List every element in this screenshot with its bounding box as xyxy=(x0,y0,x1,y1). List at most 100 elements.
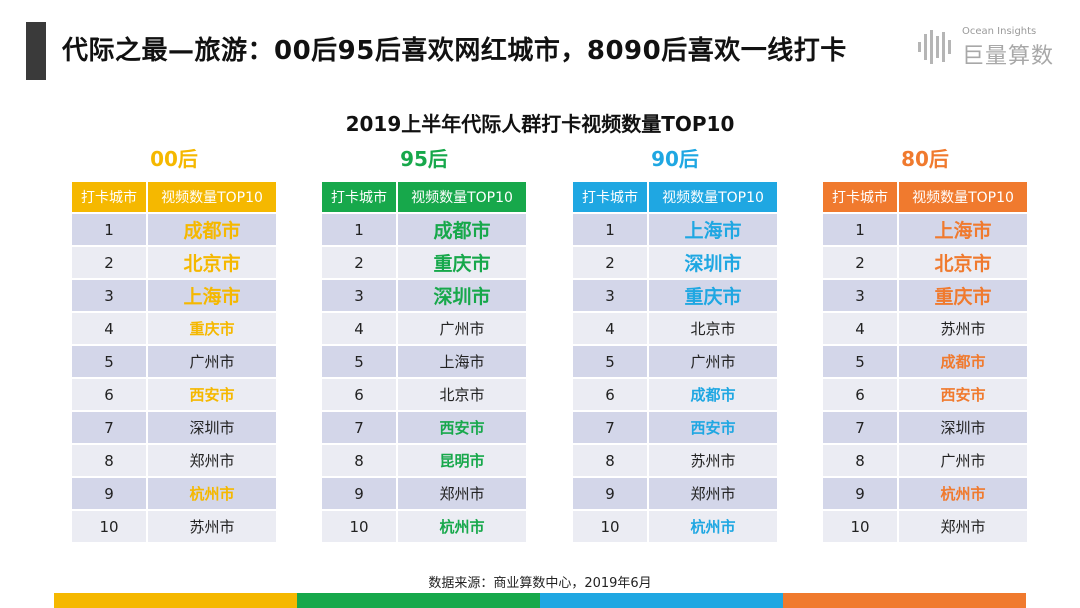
table-row: 1 上海市 xyxy=(823,214,1027,245)
city-cell: 郑州市 xyxy=(398,478,526,509)
rank-cell: 4 xyxy=(573,313,649,344)
table-header-row: 打卡城市 视频数量TOP10 xyxy=(322,182,526,212)
header-rank: 打卡城市 xyxy=(322,182,398,212)
table-row: 2 深圳市 xyxy=(573,247,777,278)
rank-cell: 8 xyxy=(823,445,899,476)
rank-cell: 4 xyxy=(823,313,899,344)
city-cell: 北京市 xyxy=(148,247,276,278)
city-cell: 昆明市 xyxy=(398,445,526,476)
table-row: 9 杭州市 xyxy=(823,478,1027,509)
rank-cell: 2 xyxy=(573,247,649,278)
rank-cell: 6 xyxy=(573,379,649,410)
logo-bars-icon xyxy=(918,30,951,64)
table-row: 6 西安市 xyxy=(823,379,1027,410)
rank-cell: 6 xyxy=(322,379,398,410)
header-city: 视频数量TOP10 xyxy=(148,182,276,212)
table-row: 2 重庆市 xyxy=(322,247,526,278)
table-row: 1 成都市 xyxy=(322,214,526,245)
rank-cell: 2 xyxy=(72,247,148,278)
rank-cell: 3 xyxy=(823,280,899,311)
city-cell: 郑州市 xyxy=(649,478,777,509)
rank-cell: 3 xyxy=(573,280,649,311)
generation-title: 00后 xyxy=(150,147,198,171)
table-row: 3 深圳市 xyxy=(322,280,526,311)
rank-cell: 2 xyxy=(322,247,398,278)
city-cell: 杭州市 xyxy=(649,511,777,542)
city-cell: 深圳市 xyxy=(398,280,526,311)
rank-cell: 10 xyxy=(573,511,649,542)
city-cell: 深圳市 xyxy=(649,247,777,278)
rank-cell: 9 xyxy=(823,478,899,509)
table-row: 7 深圳市 xyxy=(72,412,276,443)
table-row: 8 广州市 xyxy=(823,445,1027,476)
logo-subtext: Ocean Insights xyxy=(962,26,1037,37)
table-row: 4 广州市 xyxy=(322,313,526,344)
rank-cell: 8 xyxy=(72,445,148,476)
city-cell: 北京市 xyxy=(649,313,777,344)
city-cell: 深圳市 xyxy=(148,412,276,443)
table-row: 7 西安市 xyxy=(322,412,526,443)
city-cell: 上海市 xyxy=(148,280,276,311)
city-cell: 重庆市 xyxy=(148,313,276,344)
rank-cell: 9 xyxy=(573,478,649,509)
footer-segment-yellow xyxy=(54,593,297,608)
chart-subtitle: 2019上半年代际人群打卡视频数量TOP10 xyxy=(345,112,735,136)
rank-cell: 7 xyxy=(72,412,148,443)
city-cell: 苏州市 xyxy=(148,511,276,542)
generation-group: 95后 打卡城市 视频数量TOP10 1 成都市 2 重庆市 3 深圳市 4 广州市 5 上海市 6 北京市… xyxy=(322,142,526,544)
city-cell: 西安市 xyxy=(398,412,526,443)
city-cell: 北京市 xyxy=(899,247,1027,278)
table-row: 10 杭州市 xyxy=(322,511,526,542)
rank-cell: 9 xyxy=(322,478,398,509)
table-row: 8 昆明市 xyxy=(322,445,526,476)
rank-cell: 10 xyxy=(72,511,148,542)
table-row: 3 重庆市 xyxy=(823,280,1027,311)
rank-cell: 1 xyxy=(573,214,649,245)
table-row: 4 北京市 xyxy=(573,313,777,344)
city-cell: 杭州市 xyxy=(899,478,1027,509)
table-row: 6 成都市 xyxy=(573,379,777,410)
generation-title: 80后 xyxy=(901,147,949,171)
table-header-row: 打卡城市 视频数量TOP10 xyxy=(823,182,1027,212)
rank-cell: 8 xyxy=(573,445,649,476)
city-cell: 广州市 xyxy=(899,445,1027,476)
rank-cell: 1 xyxy=(322,214,398,245)
rank-cell: 3 xyxy=(72,280,148,311)
city-cell: 重庆市 xyxy=(899,280,1027,311)
table-row: 10 杭州市 xyxy=(573,511,777,542)
generation-title: 90后 xyxy=(651,147,699,171)
table-row: 2 北京市 xyxy=(72,247,276,278)
rank-cell: 3 xyxy=(322,280,398,311)
rank-cell: 1 xyxy=(823,214,899,245)
city-cell: 苏州市 xyxy=(649,445,777,476)
logo: Ocean Insights 巨量算数 xyxy=(916,26,1064,70)
generation-group: 00后 打卡城市 视频数量TOP10 1 成都市 2 北京市 3 上海市 4 重庆市 5 广州市 6 西安市… xyxy=(72,142,276,544)
ranking-table: 打卡城市 视频数量TOP10 1 上海市 2 北京市 3 重庆市 4 苏州市 5 成都市 6 西安市 7 深圳… xyxy=(823,180,1027,544)
table-row: 5 广州市 xyxy=(573,346,777,377)
rank-cell: 6 xyxy=(823,379,899,410)
generation-group: 90后 打卡城市 视频数量TOP10 1 上海市 2 深圳市 3 重庆市 4 北京市 5 广州市 6 成都市… xyxy=(573,142,777,544)
city-cell: 重庆市 xyxy=(398,247,526,278)
header-city: 视频数量TOP10 xyxy=(899,182,1027,212)
rank-cell: 9 xyxy=(72,478,148,509)
city-cell: 重庆市 xyxy=(649,280,777,311)
city-cell: 杭州市 xyxy=(148,478,276,509)
table-row: 5 广州市 xyxy=(72,346,276,377)
table-row: 4 苏州市 xyxy=(823,313,1027,344)
city-cell: 郑州市 xyxy=(148,445,276,476)
city-cell: 深圳市 xyxy=(899,412,1027,443)
rank-cell: 7 xyxy=(573,412,649,443)
footer-color-bar xyxy=(54,593,1026,608)
ranking-table: 打卡城市 视频数量TOP10 1 成都市 2 重庆市 3 深圳市 4 广州市 5 上海市 6 北京市 7 西安… xyxy=(322,180,526,544)
title-accent-bar xyxy=(26,22,46,80)
city-cell: 成都市 xyxy=(899,346,1027,377)
rank-cell: 7 xyxy=(823,412,899,443)
city-cell: 西安市 xyxy=(649,412,777,443)
rank-cell: 7 xyxy=(322,412,398,443)
rank-cell: 8 xyxy=(322,445,398,476)
table-row: 7 深圳市 xyxy=(823,412,1027,443)
rank-cell: 4 xyxy=(322,313,398,344)
table-row: 5 成都市 xyxy=(823,346,1027,377)
footer-segment-orange xyxy=(783,593,1026,608)
table-row: 1 成都市 xyxy=(72,214,276,245)
